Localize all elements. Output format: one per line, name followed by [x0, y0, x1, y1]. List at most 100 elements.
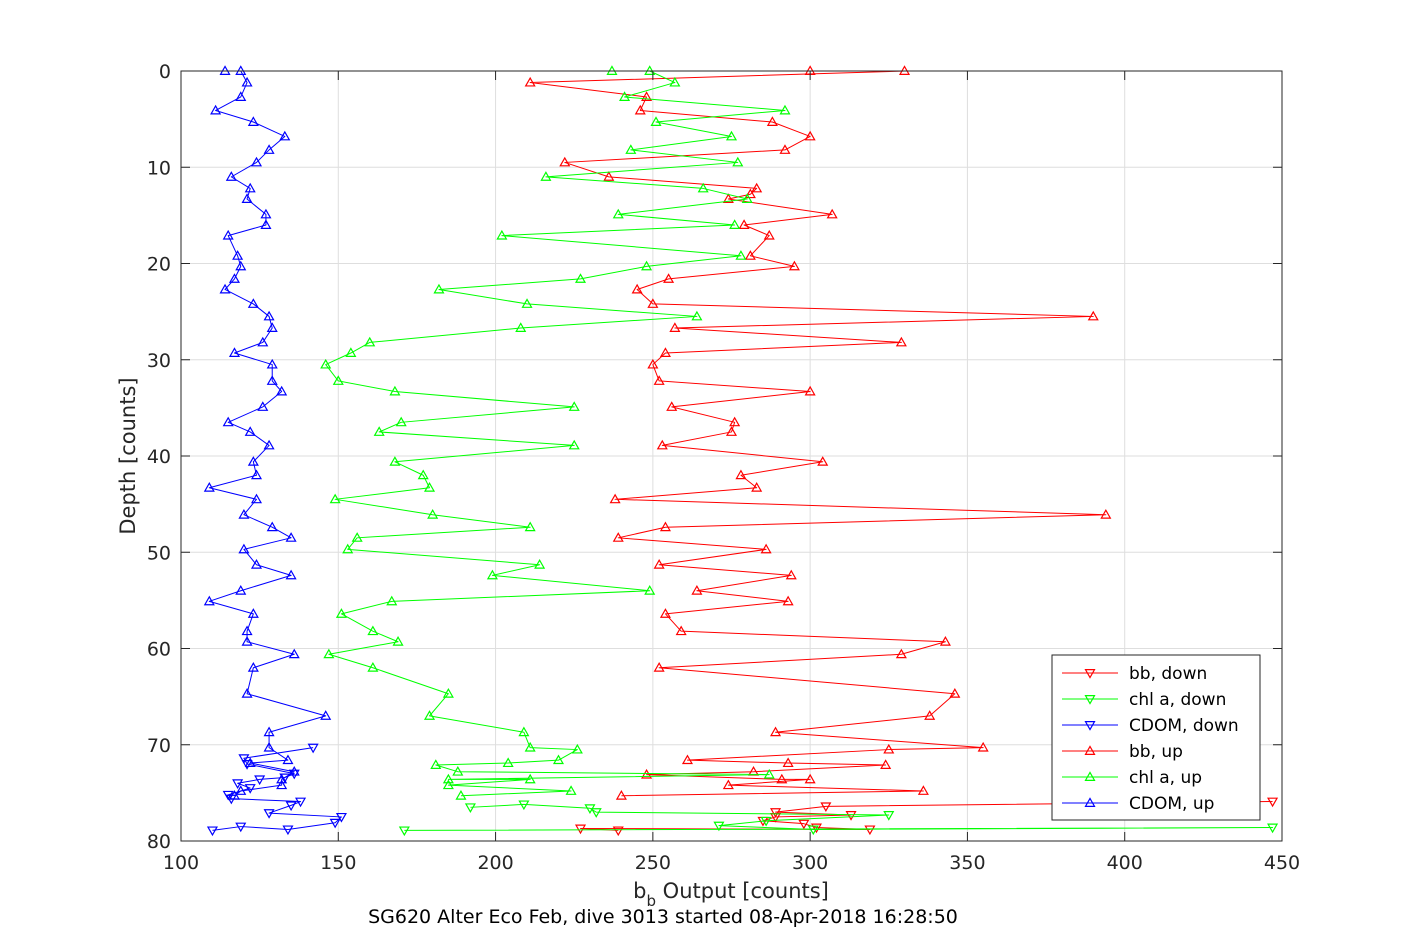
x-tick-label: 200: [477, 852, 513, 874]
data-point: [691, 585, 703, 595]
data-point: [364, 336, 376, 347]
data-point: [625, 144, 637, 154]
data-point: [502, 757, 514, 768]
data-point: [666, 401, 678, 411]
data-point: [826, 208, 838, 219]
data-point: [203, 482, 215, 492]
data-point: [917, 785, 929, 795]
data-point: [389, 385, 401, 396]
legend: bb, down chl a, down CDOM, down bb, up chl a…: [1051, 654, 1261, 821]
data-point: [612, 208, 624, 219]
data-point: [659, 347, 671, 357]
legend-box: [1051, 654, 1261, 821]
data-point: [392, 636, 404, 646]
series-line: [208, 70, 327, 797]
data-point: [206, 826, 218, 837]
legend-label: bb, up: [1129, 742, 1183, 762]
data-point: [430, 759, 442, 769]
data-point: [641, 260, 653, 271]
data-point: [653, 559, 665, 569]
data-point: [663, 273, 675, 283]
data-point: [669, 76, 681, 87]
data-point: [238, 543, 250, 554]
data-point: [389, 456, 401, 466]
data-point: [895, 336, 907, 347]
data-point: [263, 144, 275, 154]
data-point: [279, 773, 291, 784]
data-point: [263, 741, 275, 752]
data-point: [641, 91, 653, 101]
data-point: [534, 559, 546, 569]
data-point: [1100, 509, 1112, 519]
y-tick-label: 50: [147, 542, 171, 564]
data-point: [423, 710, 436, 720]
data-point: [260, 219, 272, 229]
data-point: [939, 636, 951, 646]
x-tick-label: 450: [1264, 852, 1300, 874]
data-point: [738, 219, 750, 229]
data-point: [770, 808, 782, 818]
data-point: [776, 773, 788, 784]
data-point: [433, 283, 445, 294]
legend-entry: bb, up: [1062, 742, 1183, 762]
data-point: [442, 688, 454, 698]
data-point: [770, 726, 782, 737]
data-point: [386, 595, 398, 606]
data-point: [741, 193, 753, 203]
data-point: [524, 773, 536, 784]
data-point: [320, 358, 332, 369]
data-point: [342, 543, 354, 554]
data-point: [565, 785, 577, 795]
data-point: [568, 439, 580, 450]
data-point: [276, 779, 288, 790]
data-point: [880, 759, 892, 769]
data-point: [659, 608, 671, 618]
data-point: [729, 219, 741, 229]
data-point: [335, 812, 347, 823]
data-point: [241, 193, 253, 203]
data-point: [606, 65, 618, 75]
data-point: [232, 779, 244, 789]
data-point: [1087, 310, 1099, 321]
data-point: [653, 375, 665, 385]
series-chl-a-down: [398, 800, 1279, 837]
data-point: [647, 298, 659, 308]
data-point: [656, 439, 668, 450]
data-point: [228, 273, 241, 283]
data-point: [574, 824, 587, 835]
data-point: [766, 116, 778, 126]
data-point: [619, 91, 631, 101]
x-axis-label-main: b: [633, 879, 646, 903]
data-point: [266, 375, 278, 385]
data-point: [785, 569, 797, 580]
data-point: [782, 757, 794, 768]
data-point: [631, 283, 643, 294]
data-point: [367, 625, 379, 636]
series-line: [404, 803, 1274, 831]
data-point: [235, 65, 247, 75]
data-point: [266, 358, 278, 369]
data-point: [417, 469, 429, 480]
data-point: [977, 741, 989, 752]
data-point: [804, 385, 816, 396]
x-tick-label: 300: [792, 852, 828, 874]
data-point: [641, 768, 653, 779]
data-point: [820, 802, 832, 813]
data-point: [864, 825, 876, 836]
legend-marker: [1084, 669, 1096, 679]
data-point: [763, 768, 775, 779]
data-point: [285, 801, 297, 812]
x-tick-label: 250: [635, 852, 671, 874]
data-point: [798, 819, 810, 830]
chart-title: SG620 Alter Eco Feb, dive 3013 started 0…: [368, 906, 958, 928]
data-point: [244, 784, 256, 794]
data-point: [653, 662, 665, 672]
data-point: [332, 375, 344, 385]
data-point: [895, 648, 907, 659]
series-layer: [203, 65, 1279, 837]
y-tick-label: 60: [147, 639, 171, 661]
data-point: [725, 426, 738, 436]
data-point: [898, 65, 911, 75]
data-point: [603, 171, 615, 181]
